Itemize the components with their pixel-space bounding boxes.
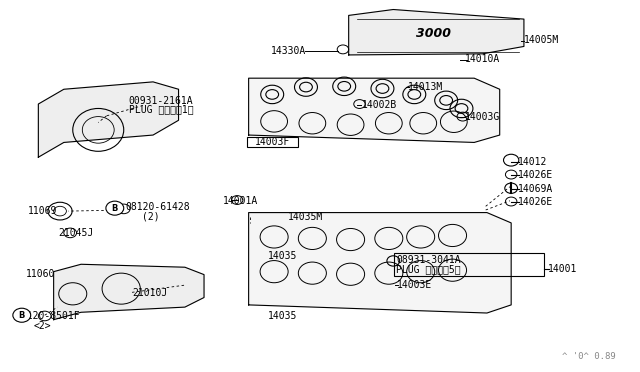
Text: 14003F: 14003F xyxy=(255,137,290,147)
Polygon shape xyxy=(349,10,524,55)
Text: <2>: <2> xyxy=(33,321,51,331)
Text: (2): (2) xyxy=(141,211,159,221)
Text: 14002B: 14002B xyxy=(362,100,397,110)
Polygon shape xyxy=(38,82,179,157)
Text: ^ '0^ 0.89: ^ '0^ 0.89 xyxy=(562,352,616,361)
Ellipse shape xyxy=(106,201,124,215)
Text: 08120-61428: 08120-61428 xyxy=(125,202,190,212)
Text: 3000: 3000 xyxy=(416,28,451,41)
Text: 14005M: 14005M xyxy=(524,35,559,45)
Text: 14026E: 14026E xyxy=(518,196,553,206)
Text: 14069A: 14069A xyxy=(518,184,553,193)
Text: 14003G: 14003G xyxy=(465,112,500,122)
Text: 11060: 11060 xyxy=(26,269,55,279)
Text: 14035: 14035 xyxy=(268,251,297,261)
Text: 08931-3041A: 08931-3041A xyxy=(396,255,461,265)
Text: 14035: 14035 xyxy=(268,311,297,321)
Text: 14013M: 14013M xyxy=(408,82,443,92)
Polygon shape xyxy=(248,212,511,313)
Text: 00931-2161A: 00931-2161A xyxy=(129,96,193,106)
Ellipse shape xyxy=(13,308,31,322)
Text: PLUG プラグ（5）: PLUG プラグ（5） xyxy=(396,264,461,274)
Text: 14003E: 14003E xyxy=(396,280,432,290)
Text: 11069: 11069 xyxy=(28,206,58,216)
Text: 14001A: 14001A xyxy=(223,196,259,206)
Text: PLUG プラグ（1）: PLUG プラグ（1） xyxy=(129,104,193,114)
Text: 21010J: 21010J xyxy=(132,288,167,298)
Text: B: B xyxy=(111,203,118,213)
Text: 14001: 14001 xyxy=(548,264,577,274)
Text: 14012: 14012 xyxy=(518,157,547,167)
Text: 08120-8501F: 08120-8501F xyxy=(15,311,80,321)
Polygon shape xyxy=(248,78,500,142)
Text: 21045J: 21045J xyxy=(59,228,94,238)
Text: 14026E: 14026E xyxy=(518,170,553,180)
Text: 14330A: 14330A xyxy=(271,46,306,56)
Text: 14010A: 14010A xyxy=(465,54,500,64)
Text: B: B xyxy=(19,311,25,320)
Polygon shape xyxy=(54,264,204,320)
Text: 14035M: 14035M xyxy=(288,212,323,222)
